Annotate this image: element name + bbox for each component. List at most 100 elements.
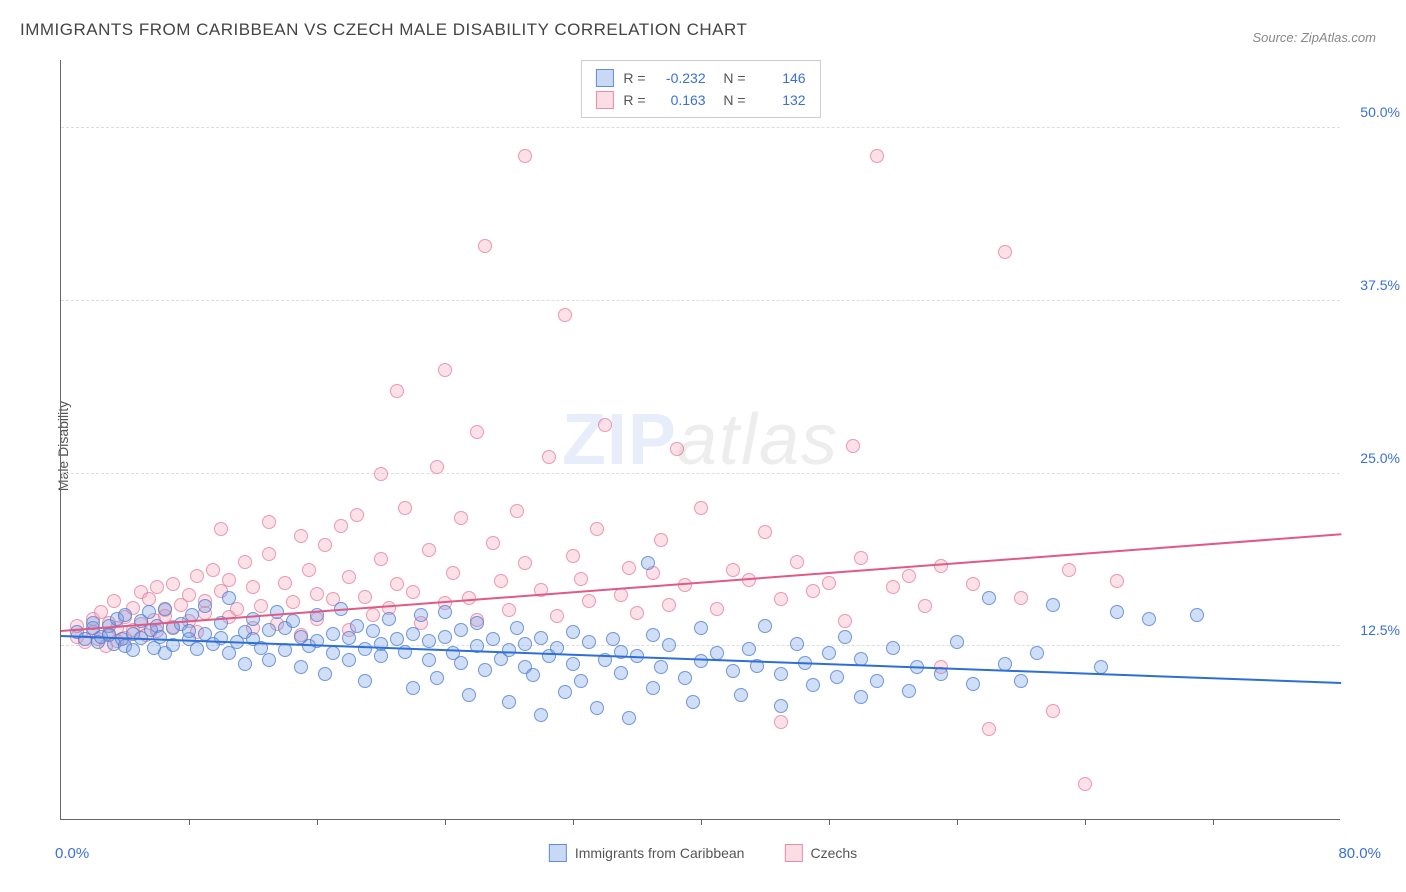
y-tick-label: 12.5% xyxy=(1345,622,1400,638)
data-point xyxy=(886,641,900,655)
data-point xyxy=(566,549,580,563)
data-point xyxy=(358,642,372,656)
chart-container: IMMIGRANTS FROM CARIBBEAN VS CZECH MALE … xyxy=(0,0,1406,892)
data-point xyxy=(918,599,932,613)
data-point xyxy=(614,588,628,602)
data-point xyxy=(422,653,436,667)
data-point xyxy=(318,667,332,681)
watermark: ZIPatlas xyxy=(562,399,839,481)
data-point xyxy=(966,677,980,691)
data-point xyxy=(710,602,724,616)
data-point xyxy=(422,543,436,557)
data-point xyxy=(278,643,292,657)
data-point xyxy=(1062,563,1076,577)
data-point xyxy=(190,569,204,583)
data-point xyxy=(166,577,180,591)
data-point xyxy=(502,695,516,709)
data-point xyxy=(654,660,668,674)
data-point xyxy=(382,612,396,626)
data-point xyxy=(1110,605,1124,619)
data-point xyxy=(630,606,644,620)
data-point xyxy=(262,623,276,637)
data-point xyxy=(998,245,1012,259)
data-point xyxy=(310,587,324,601)
x-tick xyxy=(189,819,190,825)
data-point xyxy=(790,555,804,569)
watermark-zip: ZIP xyxy=(562,400,677,480)
x-tick xyxy=(1085,819,1086,825)
data-point xyxy=(502,603,516,617)
r-value-blue: -0.232 xyxy=(656,70,706,86)
data-point xyxy=(430,460,444,474)
data-point xyxy=(246,580,260,594)
data-point xyxy=(190,642,204,656)
data-point xyxy=(318,538,332,552)
data-point xyxy=(358,590,372,604)
data-point xyxy=(558,308,572,322)
data-point xyxy=(222,591,236,605)
data-point xyxy=(1078,777,1092,791)
data-point xyxy=(1190,608,1204,622)
data-point xyxy=(286,595,300,609)
data-point xyxy=(486,536,500,550)
data-point xyxy=(398,501,412,515)
data-point xyxy=(646,628,660,642)
data-point xyxy=(934,559,948,573)
data-point xyxy=(454,623,468,637)
data-point xyxy=(734,688,748,702)
data-point xyxy=(126,643,140,657)
gridline xyxy=(61,473,1340,474)
legend-item-blue: Immigrants from Caribbean xyxy=(549,844,745,862)
r-label: R = xyxy=(623,70,645,86)
data-point xyxy=(686,695,700,709)
data-point xyxy=(950,635,964,649)
data-point xyxy=(678,578,692,592)
data-point xyxy=(694,654,708,668)
source-attribution: Source: ZipAtlas.com xyxy=(1252,30,1376,45)
data-point xyxy=(438,630,452,644)
data-point xyxy=(350,508,364,522)
data-point xyxy=(534,708,548,722)
data-point xyxy=(758,619,772,633)
data-point xyxy=(646,681,660,695)
data-point xyxy=(262,547,276,561)
n-label: N = xyxy=(716,92,746,108)
data-point xyxy=(654,533,668,547)
data-point xyxy=(262,515,276,529)
data-point xyxy=(694,501,708,515)
data-point xyxy=(598,418,612,432)
data-point xyxy=(590,701,604,715)
data-point xyxy=(478,663,492,677)
data-point xyxy=(558,685,572,699)
data-point xyxy=(614,666,628,680)
data-point xyxy=(662,598,676,612)
data-point xyxy=(510,504,524,518)
legend-label-blue: Immigrants from Caribbean xyxy=(575,845,745,861)
plot-area: ZIPatlas R = -0.232 N = 146 R = 0.163 N … xyxy=(60,60,1340,820)
data-point xyxy=(838,630,852,644)
data-point xyxy=(342,653,356,667)
data-point xyxy=(902,684,916,698)
data-point xyxy=(462,688,476,702)
y-tick-label: 25.0% xyxy=(1345,450,1400,466)
data-point xyxy=(822,576,836,590)
data-point xyxy=(470,616,484,630)
data-point xyxy=(838,614,852,628)
data-point xyxy=(622,561,636,575)
data-point xyxy=(446,566,460,580)
data-point xyxy=(238,657,252,671)
data-point xyxy=(142,605,156,619)
chart-title: IMMIGRANTS FROM CARIBBEAN VS CZECH MALE … xyxy=(20,20,747,40)
data-point xyxy=(182,588,196,602)
data-point xyxy=(422,634,436,648)
data-point xyxy=(302,563,316,577)
data-point xyxy=(238,555,252,569)
data-point xyxy=(982,591,996,605)
data-point xyxy=(550,609,564,623)
legend-label-pink: Czechs xyxy=(810,845,857,861)
data-point xyxy=(158,602,172,616)
data-point xyxy=(1094,660,1108,674)
data-point xyxy=(1110,574,1124,588)
source-name: ZipAtlas.com xyxy=(1301,30,1376,45)
data-point xyxy=(886,580,900,594)
